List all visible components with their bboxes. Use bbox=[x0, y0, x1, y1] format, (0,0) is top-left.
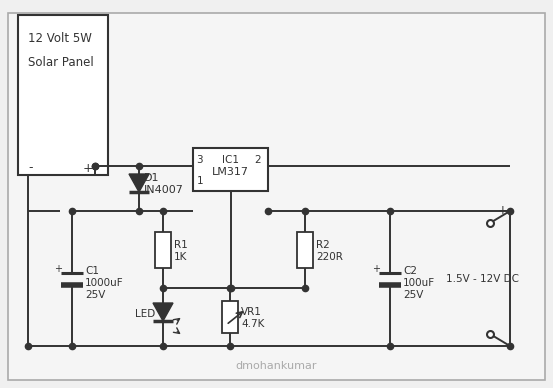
Text: 1K: 1K bbox=[174, 251, 187, 262]
Text: +: + bbox=[372, 263, 380, 274]
Text: R2: R2 bbox=[316, 239, 330, 249]
Text: 12 Volt 5W: 12 Volt 5W bbox=[28, 31, 92, 45]
Text: +: + bbox=[83, 161, 93, 175]
Bar bbox=[193, 148, 268, 191]
Text: 4.7K: 4.7K bbox=[241, 319, 264, 329]
Text: 100uF: 100uF bbox=[403, 277, 435, 288]
Bar bbox=[222, 301, 238, 333]
Text: IC1: IC1 bbox=[222, 155, 239, 165]
Text: 1000uF: 1000uF bbox=[85, 277, 124, 288]
Bar bbox=[155, 232, 171, 267]
Bar bbox=[297, 232, 313, 267]
Text: Solar Panel: Solar Panel bbox=[28, 57, 94, 69]
Text: R1: R1 bbox=[174, 239, 188, 249]
Text: +: + bbox=[498, 204, 508, 218]
Text: 3: 3 bbox=[196, 155, 202, 165]
Text: 220R: 220R bbox=[316, 251, 343, 262]
Polygon shape bbox=[129, 174, 149, 192]
Text: 1.5V - 12V DC: 1.5V - 12V DC bbox=[446, 274, 519, 284]
Text: LM317: LM317 bbox=[212, 167, 249, 177]
Text: IN4007: IN4007 bbox=[144, 185, 184, 195]
Text: +: + bbox=[54, 263, 62, 274]
Text: C2: C2 bbox=[403, 265, 417, 275]
Text: 2: 2 bbox=[254, 155, 260, 165]
Text: LED: LED bbox=[135, 309, 155, 319]
Text: D1: D1 bbox=[144, 173, 159, 183]
Text: C1: C1 bbox=[85, 265, 99, 275]
Text: VR1: VR1 bbox=[241, 307, 262, 317]
Text: -: - bbox=[495, 340, 499, 353]
Text: 25V: 25V bbox=[403, 289, 424, 300]
Bar bbox=[18, 15, 108, 175]
Text: dmohankumar: dmohankumar bbox=[236, 361, 317, 371]
Text: 1: 1 bbox=[197, 176, 204, 186]
Polygon shape bbox=[153, 303, 173, 321]
Text: -: - bbox=[28, 161, 33, 175]
Text: 25V: 25V bbox=[85, 289, 106, 300]
